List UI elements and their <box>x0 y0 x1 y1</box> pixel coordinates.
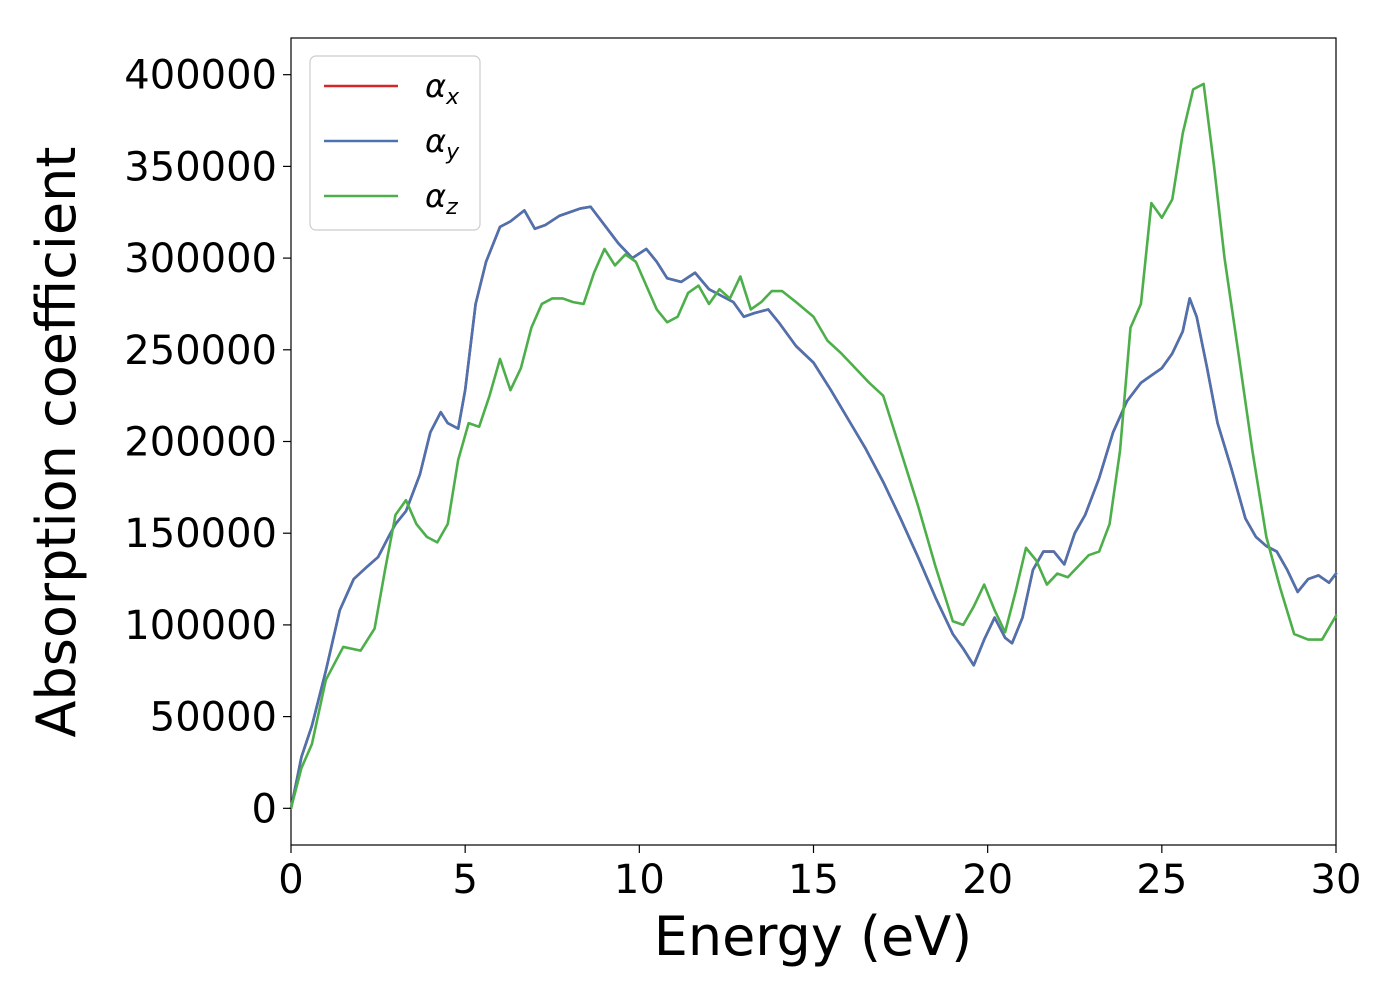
series-z <box>289 82 1338 810</box>
legend-box <box>309 55 481 231</box>
y-tick-label: 300000 <box>124 236 277 282</box>
series-layer <box>289 82 1338 810</box>
legend-entry-y: αy <box>324 122 460 165</box>
y-tick-label: 150000 <box>124 511 277 557</box>
y-tick-label: 250000 <box>124 328 277 374</box>
x-tick-label: 10 <box>614 857 665 903</box>
legend-label: αz <box>425 177 458 220</box>
y-tick-label: 100000 <box>124 603 277 649</box>
x-tick-label: 15 <box>788 857 839 903</box>
x-tick-label: 25 <box>1136 857 1187 903</box>
y-tick-label: 0 <box>252 786 277 832</box>
legend-label: αx <box>425 67 460 110</box>
x-tick-label: 30 <box>1311 857 1362 903</box>
x-tick-label: 5 <box>452 857 477 903</box>
x-tick-label: 0 <box>278 857 303 903</box>
legend-entry-x: αx <box>324 67 460 110</box>
series-line-y <box>289 205 1338 810</box>
y-tick-label: 50000 <box>150 695 277 741</box>
y-tick-label: 200000 <box>124 420 277 466</box>
series-y <box>289 205 1338 810</box>
legend-label: αy <box>425 122 460 165</box>
x-axis-label: Energy (eV) <box>654 905 973 968</box>
y-tick-label: 400000 <box>124 53 277 99</box>
y-tick-label: 350000 <box>124 144 277 190</box>
legend-entry-z: αz <box>324 177 458 220</box>
legend: αx αy αz <box>309 55 481 231</box>
y-axis-label: Absorption coefficient <box>25 147 88 738</box>
x-tick-label: 20 <box>962 857 1013 903</box>
ticks-layer: 0 5 10 15 20 25 30 0 50000 100000 150000 200000 2500… <box>124 53 1361 903</box>
series-line-z <box>289 82 1338 810</box>
